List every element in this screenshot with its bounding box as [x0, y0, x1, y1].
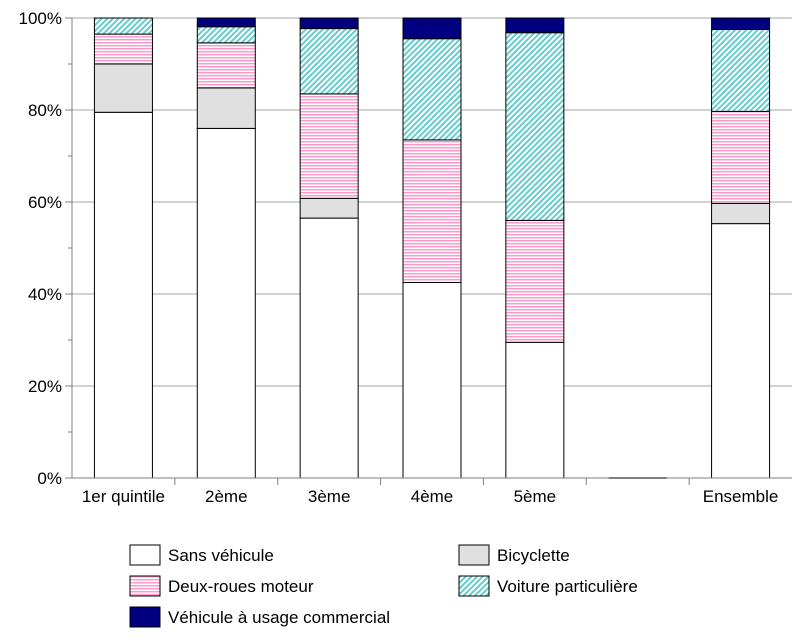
- bar-segment-series-1: [711, 202, 771, 225]
- bar-segment-series-2: [505, 219, 565, 343]
- y-tick-label: 60%: [28, 193, 62, 212]
- bar-segment-series-3: [505, 32, 565, 221]
- y-tick-label: 20%: [28, 377, 62, 396]
- y-tick-label: 0%: [37, 469, 62, 488]
- bar-segment-series-0: [196, 127, 256, 479]
- bar-segment-series-0: [93, 111, 153, 479]
- legend-swatch: [129, 575, 161, 597]
- bar-segment-series-2: [299, 93, 359, 199]
- bar-segment-series-4: [402, 17, 462, 40]
- bar-segment-series-1: [299, 197, 359, 219]
- bar-segment-series-3: [299, 28, 359, 95]
- x-tick-label: 4ème: [411, 487, 454, 506]
- x-tick-label: 2ème: [205, 487, 248, 506]
- legend-swatch: [458, 544, 490, 566]
- x-tick-label: 3ème: [308, 487, 351, 506]
- legend-label: Sans véhicule: [168, 546, 274, 565]
- x-tick-label: Ensemble: [703, 487, 779, 506]
- bar-segment-series-4: [711, 17, 771, 30]
- legend-swatch: [129, 544, 161, 566]
- bar-segment-series-3: [93, 17, 153, 35]
- bar-segment-series-2: [93, 33, 153, 65]
- y-tick-label: 40%: [28, 285, 62, 304]
- bar-segment-series-3: [402, 38, 462, 141]
- bar-segment-series-2: [196, 42, 256, 89]
- legend-swatch: [458, 575, 490, 597]
- bar-segment-series-0: [505, 341, 565, 479]
- bar-segment-series-4: [299, 17, 359, 30]
- y-tick-label: 100%: [19, 9, 62, 28]
- bar-segment-series-4: [505, 17, 565, 34]
- legend-label: Bicyclette: [497, 546, 570, 565]
- bar-segment-series-3: [711, 29, 771, 112]
- bar-segment-series-2: [402, 139, 462, 283]
- legend-label: Véhicule à usage commercial: [168, 608, 390, 627]
- bar-segment-series-0: [711, 223, 771, 479]
- legend-label: Deux-roues moteur: [168, 577, 314, 596]
- bar-segment-series-0: [299, 217, 359, 479]
- legend-label: Voiture particulière: [497, 577, 638, 596]
- bar-segment-series-3: [196, 26, 256, 44]
- bar-segment-series-0: [402, 282, 462, 479]
- bar-segment-series-1: [93, 63, 153, 113]
- bar-segment-series-2: [711, 110, 771, 204]
- legend-swatch: [129, 606, 161, 628]
- x-tick-label: 5ème: [514, 487, 557, 506]
- y-tick-label: 80%: [28, 101, 62, 120]
- bar-segment-series-1: [196, 87, 256, 129]
- x-tick-label: 1er quintile: [82, 487, 165, 506]
- bar-segment-series-4: [196, 17, 256, 28]
